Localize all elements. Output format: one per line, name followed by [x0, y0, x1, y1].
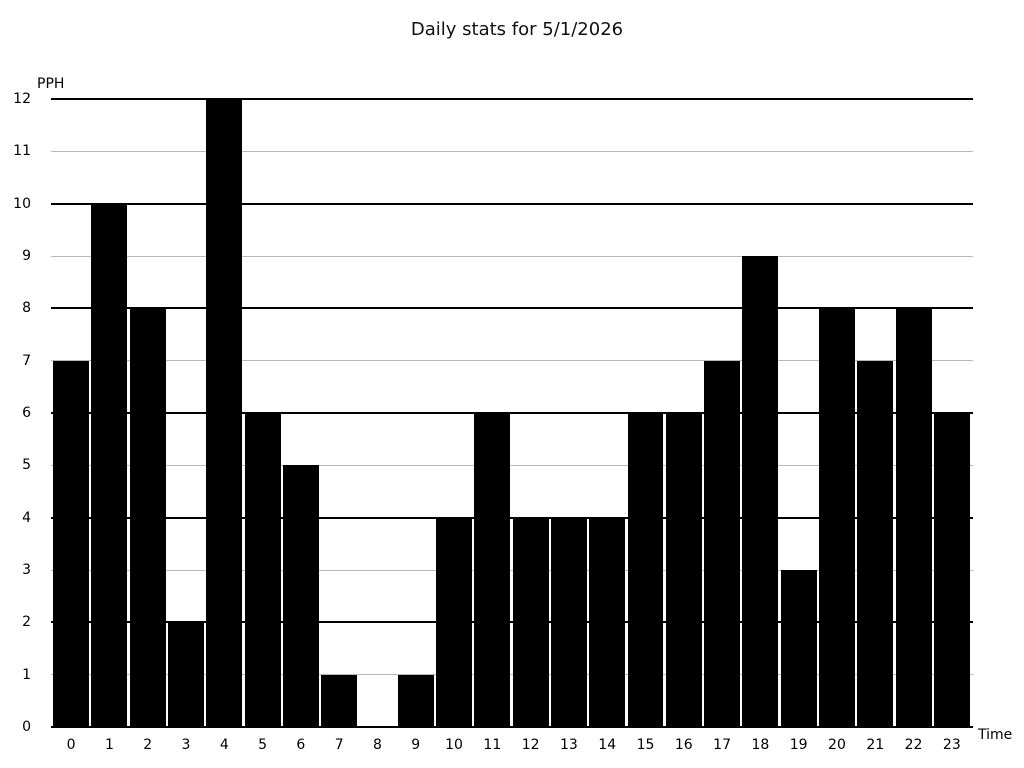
x-tick-label: 4	[219, 737, 229, 753]
x-tick-label: 22	[904, 737, 923, 753]
y-tick-label: 3	[22, 562, 31, 578]
y-tick-label: 0	[22, 719, 31, 735]
x-tick-label: 19	[789, 737, 808, 753]
gridline-minor	[51, 255, 973, 257]
x-tick-label: 11	[483, 737, 502, 753]
y-tick-label: 4	[22, 509, 31, 526]
x-tick-label: 7	[334, 737, 344, 753]
x-tick-label: 23	[942, 737, 961, 753]
bar	[665, 413, 702, 727]
x-tick-label: 9	[411, 737, 421, 753]
gridline-minor	[51, 360, 973, 362]
x-tick-label: 0	[66, 737, 76, 753]
bar	[895, 308, 932, 727]
plot-area	[51, 98, 973, 728]
x-tick-label: 3	[181, 737, 191, 753]
x-tick-label: 8	[373, 737, 382, 753]
y-tick-label: 9	[22, 248, 31, 264]
y-axis-tick-labels: 0 1 2 3 4 5 6 7 8 9 10 11 12	[0, 91, 31, 735]
y-tick-label: 12	[13, 91, 31, 107]
y-tick-label: 10	[13, 195, 31, 212]
x-tick-label: 1	[104, 737, 114, 753]
gridline-minor	[51, 569, 973, 571]
bar	[397, 674, 434, 727]
x-tick-label: 20	[828, 737, 846, 753]
y-axis-title: PPH	[37, 76, 65, 92]
gridline-major	[51, 307, 973, 310]
gridline-major	[51, 516, 973, 519]
bar	[933, 413, 970, 727]
bar	[780, 570, 817, 727]
gridline-major	[51, 621, 973, 624]
bar	[550, 517, 587, 727]
gridline-major	[51, 726, 973, 728]
x-tick-label: 16	[674, 737, 693, 753]
y-tick-label: 7	[22, 352, 31, 369]
bar	[53, 360, 90, 727]
bar	[512, 517, 549, 727]
x-tick-label: 21	[866, 737, 885, 753]
gridline-major	[51, 202, 973, 205]
x-tick-label: 6	[296, 737, 306, 753]
x-tick-label: 10	[445, 737, 463, 753]
bar	[168, 622, 204, 727]
y-tick-label: 11	[13, 143, 31, 160]
gridline-minor	[51, 464, 973, 466]
bar	[206, 99, 243, 727]
x-axis-title: Time	[978, 727, 1013, 743]
y-tick-label: 8	[22, 300, 31, 317]
x-tick-label: 18	[751, 737, 770, 753]
y-tick-label: 6	[22, 405, 31, 421]
gridline-minor	[51, 674, 973, 676]
y-tick-label: 5	[22, 457, 31, 474]
bar	[321, 674, 358, 727]
bar	[627, 413, 664, 727]
chart-title: Daily stats for 5/1/2026	[410, 19, 624, 40]
gridline-minor	[51, 150, 973, 152]
bar	[436, 517, 472, 727]
x-tick-label: 13	[560, 737, 578, 753]
bar	[704, 360, 741, 727]
x-tick-label: 12	[521, 737, 540, 753]
y-tick-label: 2	[22, 614, 31, 631]
bar	[91, 203, 128, 727]
y-tick-label: 1	[22, 666, 31, 683]
bar	[819, 308, 855, 727]
bar	[474, 413, 511, 727]
bar	[742, 256, 779, 727]
bar	[589, 517, 626, 727]
x-tick-label: 15	[636, 737, 655, 753]
x-tick-label: 17	[713, 737, 731, 753]
gridline-major	[51, 412, 973, 414]
bar	[282, 465, 319, 727]
x-tick-label: 14	[598, 737, 617, 753]
x-tick-label: 2	[143, 737, 153, 753]
bar	[129, 308, 166, 727]
bar	[244, 413, 281, 727]
bar	[857, 360, 894, 727]
gridline-major	[51, 98, 973, 100]
x-tick-label: 5	[258, 737, 268, 753]
